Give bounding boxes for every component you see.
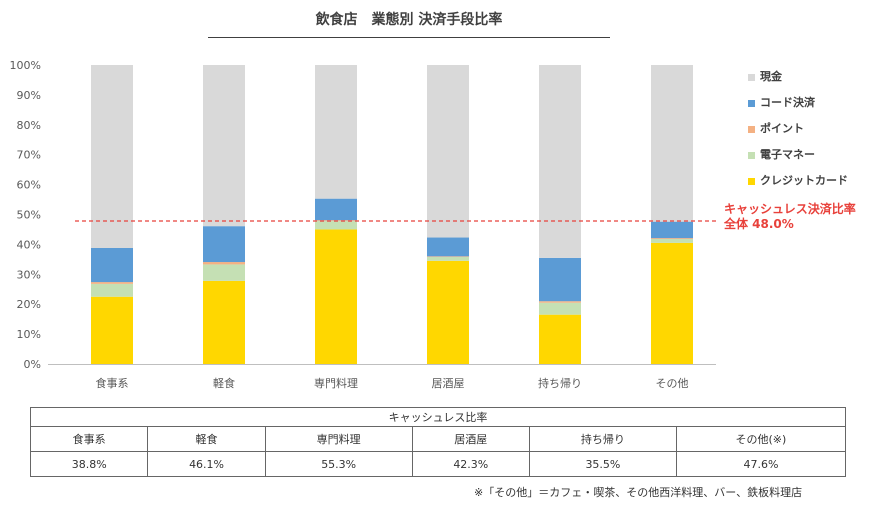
- bar-segment: [539, 257, 581, 302]
- table-row: 38.8% 46.1% 55.3% 42.3% 35.5% 47.6%: [29, 451, 847, 477]
- x-tick-label: その他: [656, 377, 689, 390]
- bar-segment: [315, 198, 357, 221]
- y-tick-label: 90%: [17, 89, 41, 102]
- reference-line-label: キャッシュレス決済比率 全体 48.0%: [724, 202, 856, 232]
- legend-swatch: [748, 74, 755, 81]
- bar-segment: [651, 242, 693, 364]
- bar-segment: [91, 247, 133, 283]
- table-value-cell: 46.1%: [147, 451, 266, 477]
- bar-segment: [539, 65, 581, 258]
- x-tick-label: 居酒屋: [432, 377, 465, 390]
- table-value-cell: 35.5%: [528, 451, 677, 477]
- bar-segment: [651, 238, 693, 240]
- x-tick-label: 持ち帰り: [538, 376, 582, 390]
- y-tick-label: 30%: [17, 268, 41, 281]
- table-header-cell: 居酒屋: [411, 426, 530, 452]
- x-tick-label: 軽食: [213, 376, 235, 390]
- bar-segment: [651, 65, 693, 222]
- table-value-cell: 55.3%: [264, 451, 413, 477]
- x-tick-label: 食事系: [96, 376, 129, 390]
- bar-segment: [539, 314, 581, 364]
- y-tick-label: 0%: [24, 358, 41, 371]
- bar-segment: [539, 301, 581, 303]
- legend-swatch: [748, 178, 755, 185]
- y-tick-label: 60%: [17, 179, 41, 192]
- legend-swatch: [748, 152, 755, 159]
- cashless-ratio-table: キャッシュレス比率 食事系 軽食 専門料理 居酒屋 持ち帰り その他(※) 38…: [29, 407, 847, 477]
- bar-segment: [203, 65, 245, 227]
- bar-segment: [315, 65, 357, 199]
- table-header-cell: 持ち帰り: [528, 426, 677, 452]
- legend-swatch: [748, 126, 755, 133]
- chart-title: 飲食店 業態別 決済手段比率: [315, 12, 503, 28]
- table-header-row: 食事系 軽食 専門料理 居酒屋 持ち帰り その他(※): [29, 426, 847, 452]
- legend-label: ポイント: [760, 122, 804, 135]
- bar-segment: [651, 239, 693, 243]
- bar-segment: [91, 296, 133, 364]
- table-header-cell: 専門料理: [264, 426, 413, 452]
- bar-segment: [203, 262, 245, 265]
- y-tick-label: 20%: [17, 298, 41, 311]
- legend-label: クレジットカード: [760, 174, 848, 187]
- table-header-cell: 食事系: [29, 426, 149, 452]
- bar-segment: [651, 221, 693, 239]
- x-tick-label: 専門料理: [314, 376, 358, 390]
- table-value-cell: 42.3%: [411, 451, 530, 477]
- bar-segment: [427, 260, 469, 364]
- legend-swatch: [748, 100, 755, 107]
- y-tick-label: 10%: [17, 328, 41, 341]
- bar-segment: [91, 65, 133, 248]
- table-value-cell: 38.8%: [29, 451, 149, 477]
- stacked-bar-chart: 0% 10% 20% 30% 40% 50% 60% 70% 80% 90% 100% 食事系 軽食 専門…: [10, 59, 716, 390]
- bar-segment: [427, 256, 469, 257]
- table-value-cell: 47.6%: [675, 451, 847, 477]
- reference-line-label-line1: キャッシュレス決済比率: [724, 202, 856, 216]
- title-underline: [208, 37, 610, 38]
- bar-segment: [427, 256, 469, 261]
- bar-segment: [91, 282, 133, 284]
- bar-segment: [427, 65, 469, 238]
- table-caption: キャッシュレス比率: [30, 407, 846, 427]
- footnote: ※「その他」＝カフェ・喫茶、その他西洋料理、バー、鉄板料理店: [474, 486, 803, 499]
- reference-line-label-line2: 全体 48.0%: [724, 217, 794, 231]
- bar-segment: [315, 221, 357, 230]
- bar-segment: [203, 226, 245, 263]
- bar-segment: [203, 280, 245, 364]
- table-header-cell: 軽食: [147, 426, 266, 452]
- table-header-cell: その他(※): [675, 426, 847, 452]
- y-tick-label: 100%: [10, 59, 41, 72]
- legend-label: 電子マネー: [760, 148, 815, 161]
- y-tick-label: 70%: [17, 149, 41, 162]
- bar-segment: [539, 302, 581, 315]
- y-tick-label: 40%: [17, 238, 41, 251]
- y-tick-label: 50%: [17, 209, 41, 222]
- bar-segment: [427, 237, 469, 257]
- legend-label: コード決済: [760, 96, 815, 109]
- bar-segment: [91, 283, 133, 297]
- y-tick-label: 80%: [17, 119, 41, 132]
- bar-segment: [315, 229, 357, 364]
- legend-label: 現金: [760, 70, 782, 83]
- bar-segment: [203, 264, 245, 281]
